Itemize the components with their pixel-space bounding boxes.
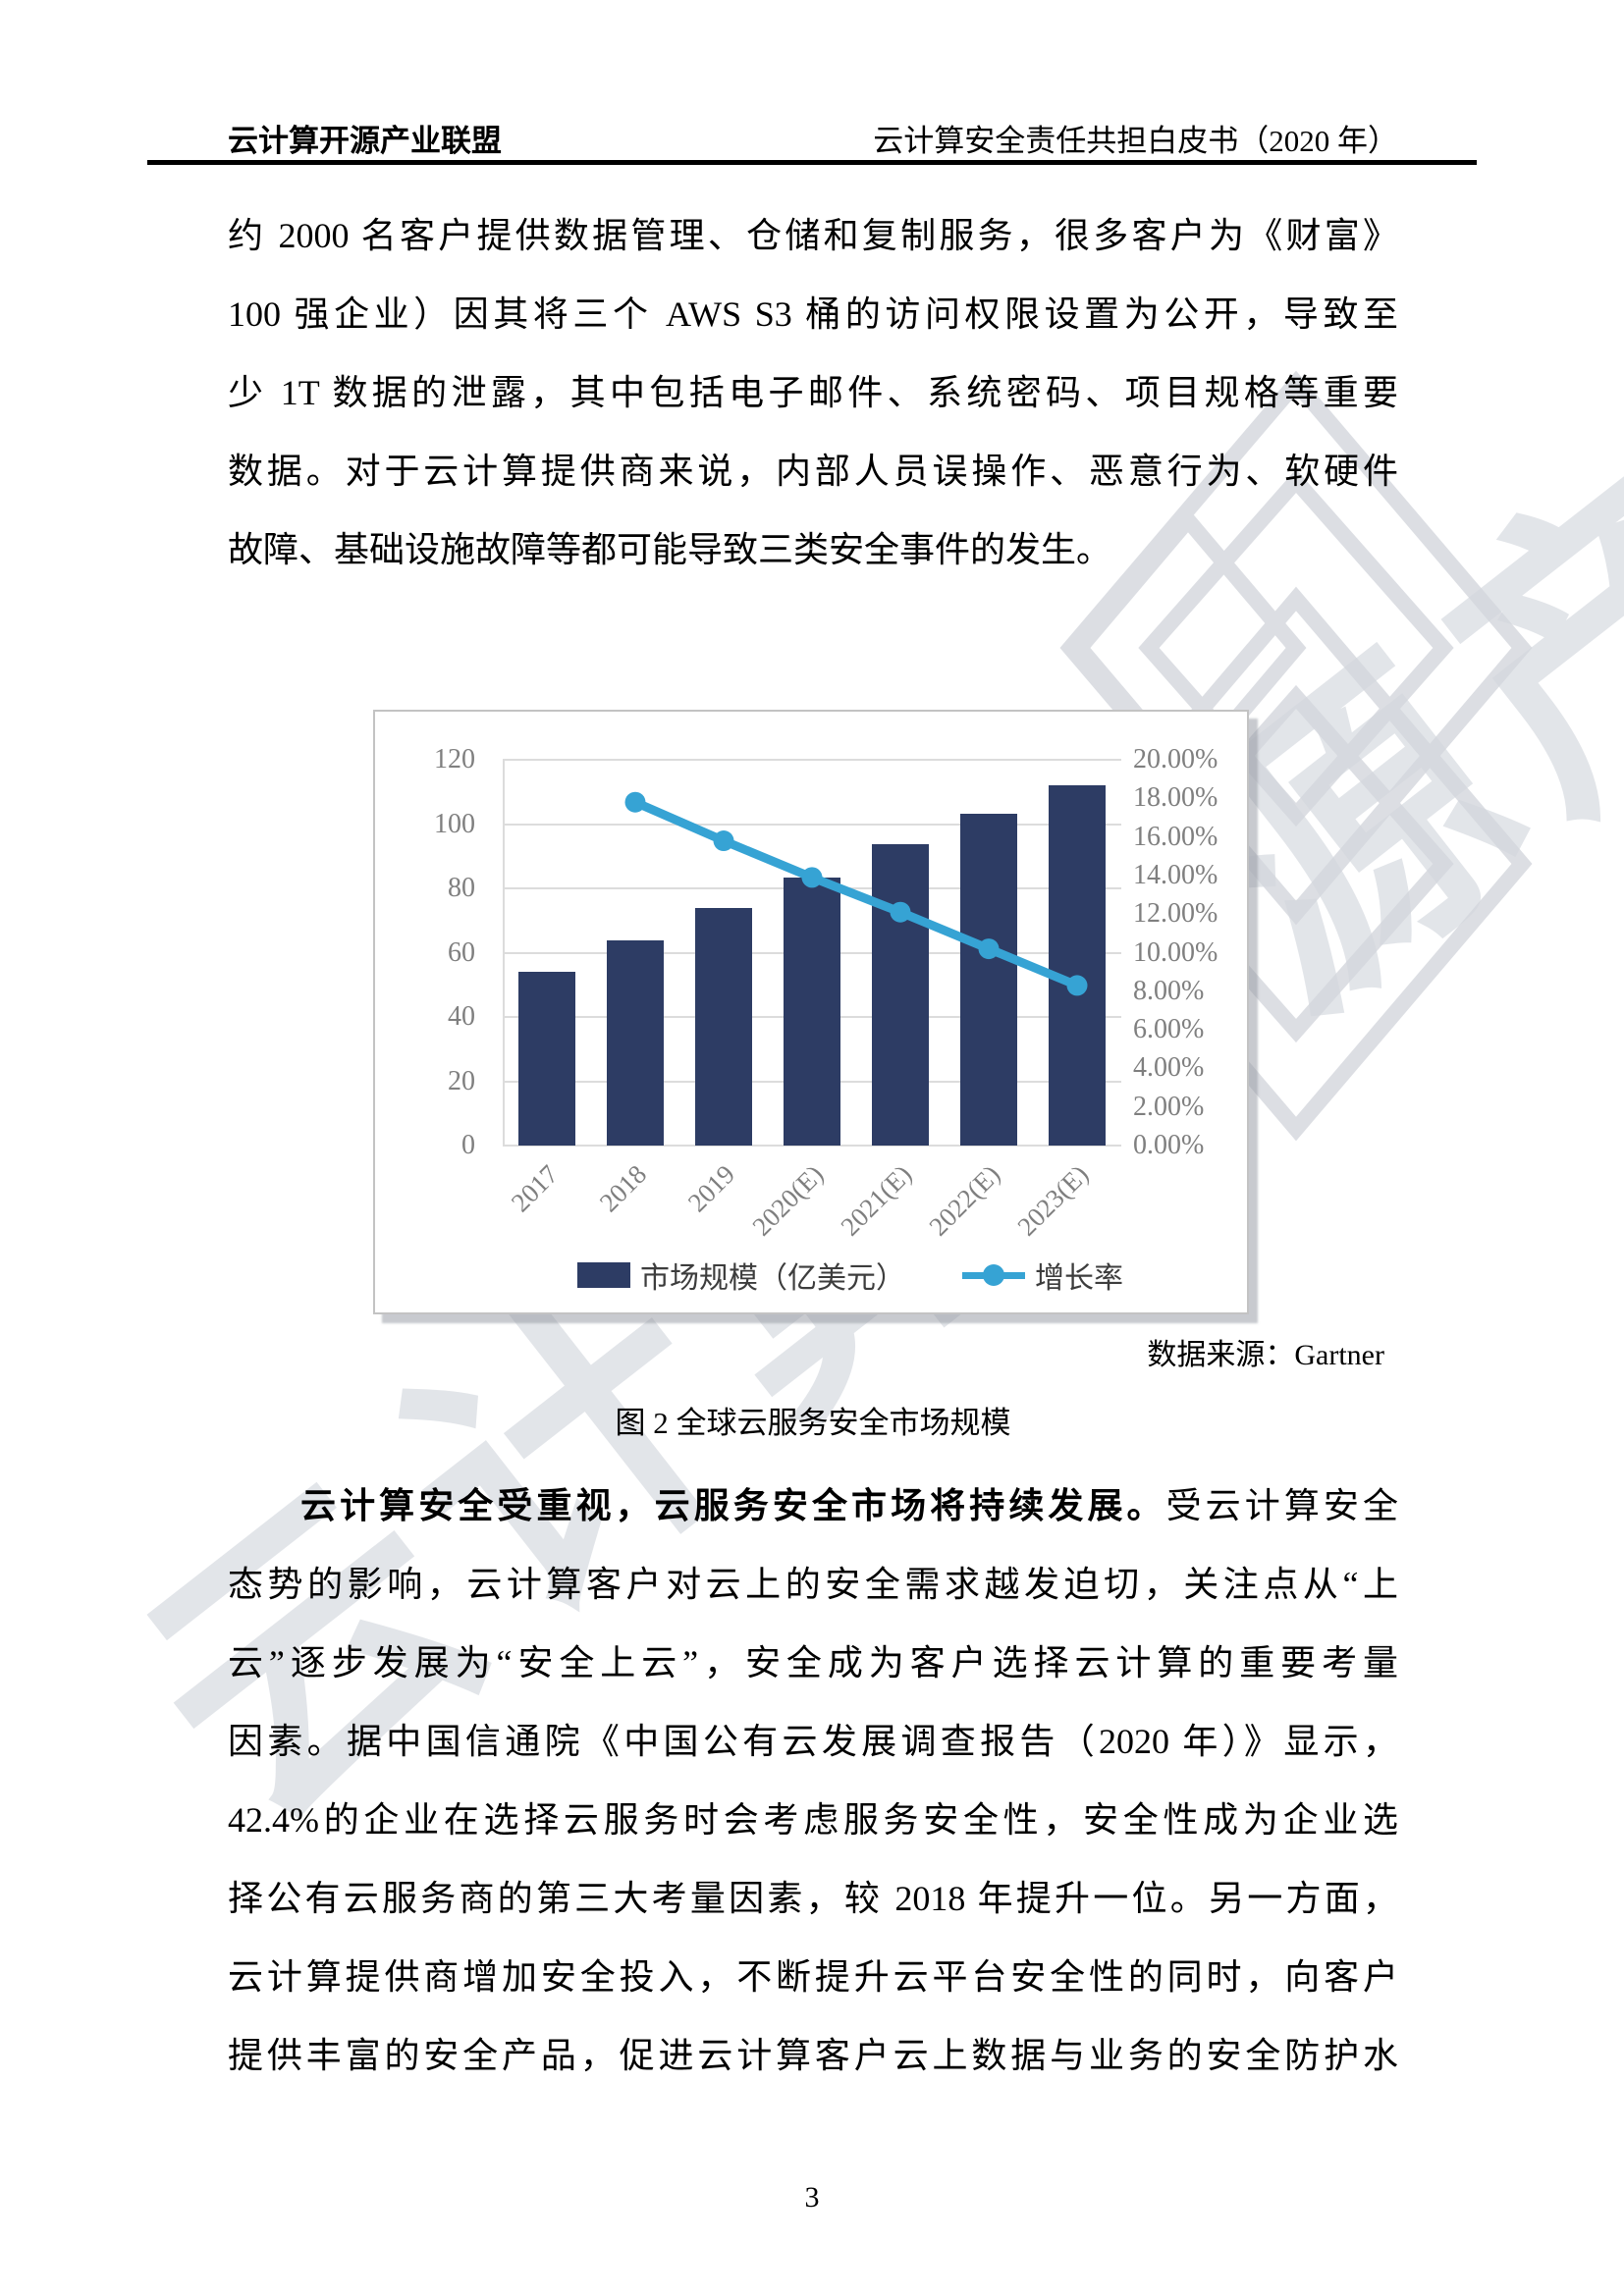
header-right: 云计算安全责任共担白皮书（2020 年） xyxy=(873,124,1398,158)
page-number: 3 xyxy=(804,2181,820,2214)
gridline xyxy=(503,759,1121,761)
legend-line-swatch xyxy=(962,1262,1025,1288)
bold-lead: 云计算安全受重视，云服务安全市场将持续发展。 xyxy=(300,1485,1166,1525)
legend-bar-swatch xyxy=(577,1262,630,1288)
legend-label: 市场规模（亿美元） xyxy=(640,1262,905,1295)
text-line: 云”逐步发展为“安全上云”，安全成为客户选择云计算的重要考量 xyxy=(228,1643,1398,1682)
text-line: 态势的影响，云计算客户对云上的安全需求越发迫切，关注点从“上 xyxy=(228,1565,1398,1604)
y-axis-tick-right: 6.00% xyxy=(1133,1014,1205,1045)
text-line: 42.4%的企业在选择云服务时会考虑服务安全性，安全性成为企业选 xyxy=(228,1800,1398,1840)
y-axis-tick-left: 20 xyxy=(448,1065,475,1096)
paragraph-2-rest: 态势的影响，云计算客户对云上的安全需求越发迫切，关注点从“上 云”逐步发展为“安全… xyxy=(228,1545,1398,2095)
y-axis-tick-right: 4.00% xyxy=(1133,1052,1205,1084)
text-line: 约 2000 名客户提供数据管理、仓储和复制服务，很多客户为《财富》 xyxy=(228,216,1398,255)
bar-2017 xyxy=(518,972,575,1146)
growth-marker-2020(E) xyxy=(801,867,823,888)
y-axis-tick-right: 20.00% xyxy=(1133,744,1218,774)
paragraph-1: 约 2000 名客户提供数据管理、仓储和复制服务，很多客户为《财富》 100 强企… xyxy=(228,196,1398,589)
legend-line-marker xyxy=(983,1264,1004,1286)
bar-2018 xyxy=(607,940,664,1146)
growth-marker-2021(E) xyxy=(890,901,911,923)
text-line: 100 强企业）因其将三个 AWS S3 桶的访问权限设置为公开，导致至 xyxy=(228,294,1398,334)
text-line: 择公有云服务商的第三大考量因素，较 2018 年提升一位。另一方面， xyxy=(228,1879,1398,1918)
y-axis-tick-right: 8.00% xyxy=(1133,975,1205,1006)
bar-2022(E) xyxy=(960,814,1017,1146)
y-axis-tick-left: 80 xyxy=(448,873,475,903)
growth-line xyxy=(630,797,1082,990)
figure-chart: 0 20 40 60 80 100 120 0.00% 2.00% 4.00% 6.00% 8.00%… xyxy=(373,710,1249,1314)
chart-plot-area: 0 20 40 60 80 100 120 0.00% 2.00% 4.00% 6.00% 8.00%… xyxy=(375,712,1247,1312)
y-axis-tick-right: 18.00% xyxy=(1133,782,1218,814)
paragraph-2: 云计算安全受重视，云服务安全市场将持续发展。受云计算安全 态势的影响，云计算客户… xyxy=(228,1467,1398,2095)
text-line: 云计算提供商增加安全投入，不断提升云平台安全性的同时，向客户 xyxy=(228,1957,1398,1997)
y-axis-tick-right: 0.00% xyxy=(1133,1130,1205,1160)
y-axis-tick-left: 40 xyxy=(448,1001,475,1032)
figure-caption: 图 2 全球云服务安全市场规模 xyxy=(615,1406,1011,1440)
text-line-lead: 云计算安全受重视，云服务安全市场将持续发展。受云计算安全 xyxy=(228,1467,1398,1545)
legend-item-growth-rate: 增长率 xyxy=(962,1254,1123,1297)
y-axis-tick-right: 12.00% xyxy=(1133,898,1218,930)
y-axis-tick-left: 60 xyxy=(448,936,475,968)
y-axis-tick-right: 2.00% xyxy=(1133,1091,1205,1122)
legend-item-market-size: 市场规模（亿美元） xyxy=(577,1254,905,1297)
lead-rest: 受云计算安全 xyxy=(1165,1486,1398,1525)
y-axis-line xyxy=(503,760,505,1146)
growth-line-svg xyxy=(624,791,1088,996)
y-axis-tick-right: 14.00% xyxy=(1133,859,1218,890)
bar-2020(E) xyxy=(784,877,840,1146)
gridline xyxy=(503,1145,1121,1147)
growth-marker-2018 xyxy=(624,791,646,813)
text-line: 故障、基础设施故障等都可能导致三类安全事件的发生。 xyxy=(228,530,1112,569)
text-line: 少 1T 数据的泄露，其中包括电子邮件、系统密码、项目规格等重要 xyxy=(228,373,1398,412)
y-axis-tick-right: 16.00% xyxy=(1133,821,1218,852)
bar-2019 xyxy=(695,907,752,1146)
text-line: 提供丰富的安全产品，促进云计算客户云上数据与业务的安全防护水 xyxy=(228,2036,1398,2075)
y-axis-tick-left: 120 xyxy=(434,744,475,774)
y-axis-tick-left: 100 xyxy=(434,808,475,839)
text-line: 因素。据中国信通院《中国公有云发展调查报告（2020 年）》显示， xyxy=(228,1722,1398,1761)
data-source-label: 数据来源：Gartner xyxy=(1147,1339,1384,1371)
growth-marker-2023(E) xyxy=(1066,975,1088,996)
chart-legend: 市场规模（亿美元） 增长率 xyxy=(414,1254,1286,1297)
header-left: 云计算开源产业联盟 xyxy=(228,124,502,158)
y-axis-tick-right: 10.00% xyxy=(1133,936,1218,968)
text-line: 数据。对于云计算提供商来说，内部人员误操作、恶意行为、软硬件 xyxy=(228,452,1398,491)
growth-marker-2019 xyxy=(713,830,734,852)
legend-label: 增长率 xyxy=(1035,1262,1123,1295)
header-rule xyxy=(147,160,1477,165)
bar-2021(E) xyxy=(872,843,929,1146)
gridline xyxy=(503,823,1121,826)
growth-marker-2022(E) xyxy=(978,938,1000,960)
y-axis-tick-left: 0 xyxy=(461,1130,475,1160)
